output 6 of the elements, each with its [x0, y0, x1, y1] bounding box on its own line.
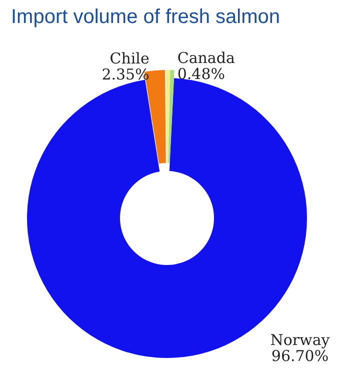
slice-label: Norway — [270, 331, 330, 349]
data-label: 0.48% — [177, 65, 226, 84]
data-label: 96.70% — [271, 347, 329, 365]
slice-label: Canada — [177, 49, 235, 68]
slice-label: Chile — [110, 50, 150, 68]
chart-title: Import volume of fresh salmon — [11, 6, 280, 28]
